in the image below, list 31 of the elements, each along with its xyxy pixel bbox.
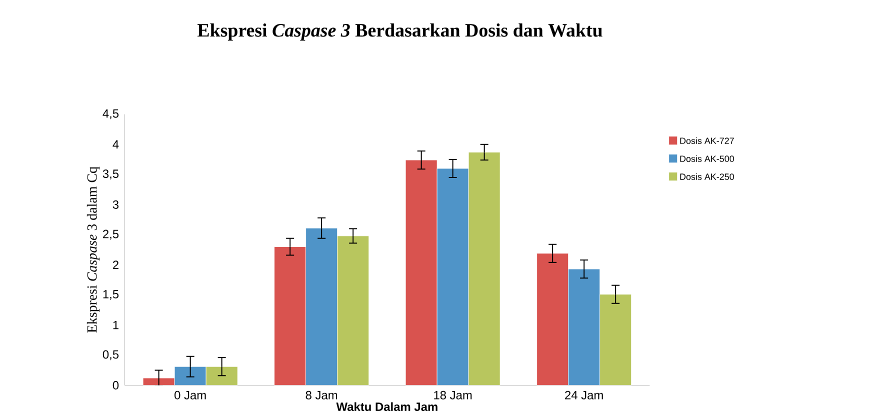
legend-label: Dosis AK-500 [680, 155, 734, 162]
y-axis-title: Ekspresi Caspase 3 dalam Cq [86, 166, 100, 333]
x-tick-label: 8 Jam [306, 390, 338, 400]
y-tick-label: 0 [112, 381, 119, 390]
x-axis-title: Waktu Dalam Jam [336, 402, 438, 412]
bar [306, 228, 338, 386]
x-tick-label: 0 Jam [174, 390, 206, 400]
legend-label: Dosis AK-250 [680, 173, 734, 180]
bar [337, 236, 370, 386]
chart-title: Ekspresi Caspase 3 Berdasarkan Dosis dan Waktu [197, 23, 602, 41]
bar [468, 152, 500, 386]
bar [536, 253, 569, 386]
x-tick-label: 24 Jam [565, 390, 603, 400]
y-tick-label: 2,5 [103, 230, 119, 240]
bar [600, 294, 632, 386]
bar [274, 246, 306, 386]
bar [206, 366, 238, 386]
legend-label: Dosis AK-727 [680, 137, 734, 144]
y-tick-label: 4 [112, 140, 119, 148]
y-tick-label: 2 [112, 260, 118, 270]
y-tick-label: 3 [112, 200, 119, 209]
bar [436, 168, 469, 386]
y-tick-label: 4,5 [102, 109, 119, 120]
bar [174, 366, 206, 386]
bar [568, 268, 600, 386]
y-tick-label: 3,5 [102, 170, 119, 180]
y-tick-label: 1,5 [103, 290, 119, 300]
y-tick-label: 1 [113, 320, 118, 330]
y-tick-label: 0,5 [102, 350, 119, 360]
bar [405, 160, 438, 386]
x-tick-label: 18 Jam [434, 390, 472, 400]
